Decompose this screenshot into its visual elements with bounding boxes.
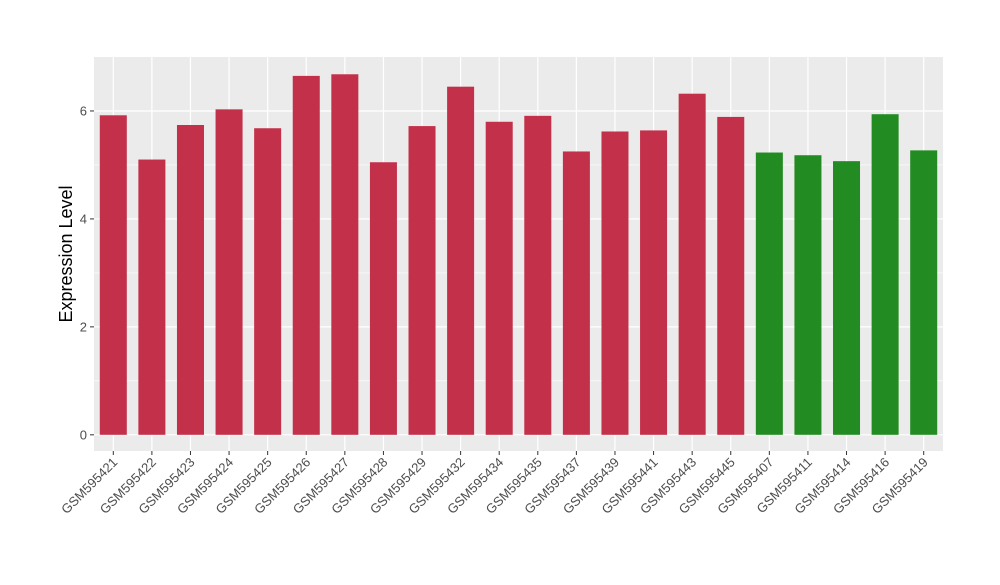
bar-GSM595425 (254, 128, 282, 435)
y-tick-label: 4 (80, 211, 87, 226)
bar-GSM595424 (215, 109, 243, 435)
y-tick-label: 6 (80, 103, 87, 118)
bar-GSM595426 (292, 75, 320, 435)
bar-GSM595407 (755, 152, 783, 435)
y-axis: 0 2 4 6 (80, 103, 94, 442)
bar-GSM595423 (176, 125, 204, 435)
bar-GSM595419 (910, 150, 938, 435)
bar-GSM595414 (833, 161, 861, 435)
bar-GSM595422 (138, 159, 166, 435)
bar-GSM595439 (601, 131, 629, 435)
bar-GSM595428 (369, 162, 397, 435)
bar-GSM595427 (331, 74, 359, 435)
bar-GSM595411 (794, 155, 822, 435)
x-axis: GSM595421GSM595422GSM595423GSM595424GSM5… (58, 451, 931, 517)
bar-GSM595421 (99, 115, 127, 435)
y-tick-label: 0 (80, 427, 87, 442)
bar-GSM595445 (717, 116, 745, 435)
bar-GSM595429 (408, 126, 436, 435)
bar-GSM595443 (678, 93, 706, 435)
bar-GSM595441 (640, 130, 668, 435)
y-axis-label: Expression Level (56, 185, 76, 322)
bar-GSM595437 (562, 151, 590, 435)
bar-GSM595416 (871, 114, 899, 435)
bar-GSM595434 (485, 121, 513, 435)
bar-GSM595435 (524, 115, 552, 435)
bar-GSM595432 (447, 86, 475, 435)
y-tick-label: 2 (80, 319, 87, 334)
bars-group (99, 74, 938, 435)
